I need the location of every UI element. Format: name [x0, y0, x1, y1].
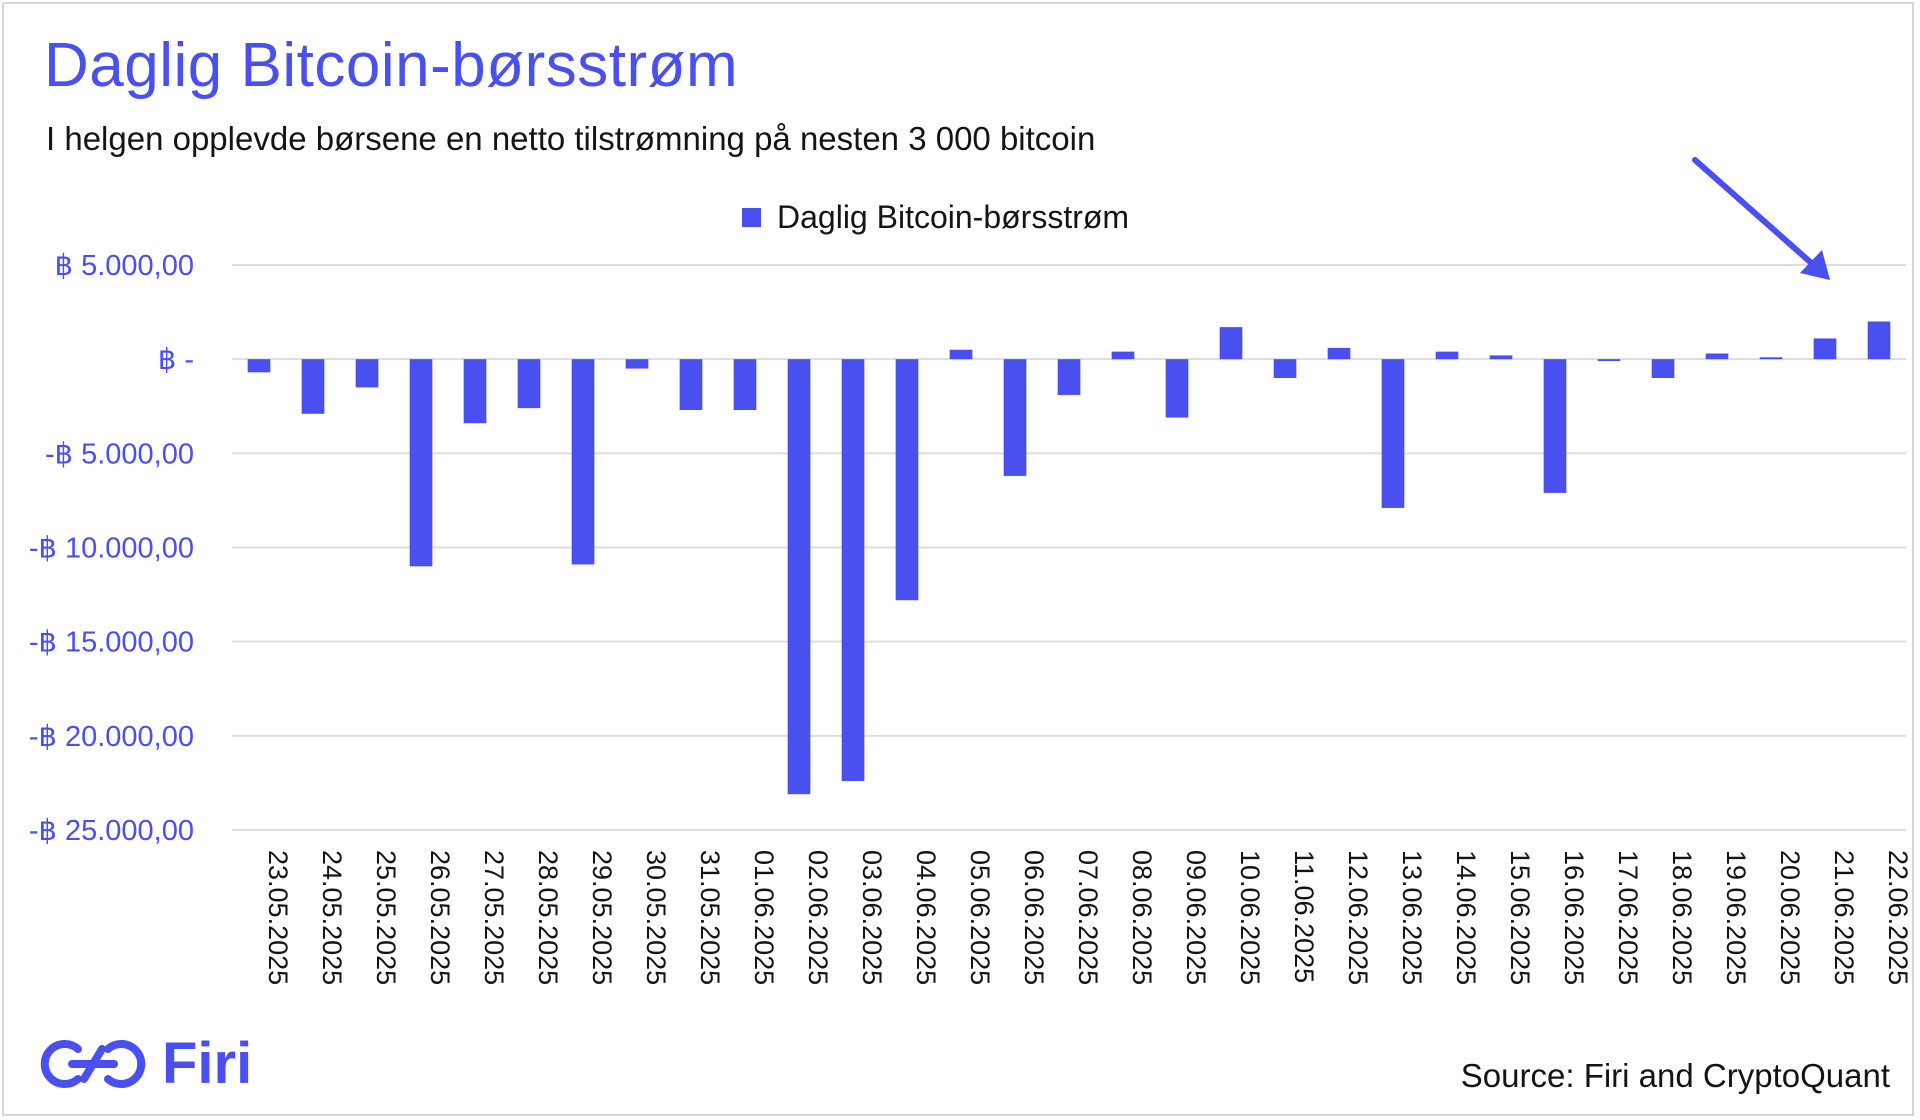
bar — [1057, 359, 1081, 395]
x-tick-label: 21.06.2025 — [1829, 850, 1859, 985]
y-tick-label: -฿ 10.000,00 — [29, 533, 194, 565]
bar — [355, 359, 379, 388]
bar — [841, 359, 865, 782]
x-tick-label: 13.06.2025 — [1397, 850, 1427, 985]
bar — [1165, 359, 1189, 418]
bar — [733, 359, 757, 411]
y-tick-label: -฿ 5.000,00 — [45, 438, 194, 470]
y-tick-label: -฿ 15.000,00 — [29, 627, 194, 659]
firi-logo-icon — [40, 1039, 146, 1088]
x-tick-label: 18.06.2025 — [1667, 850, 1697, 985]
bar — [301, 359, 325, 414]
annotation-arrow-head — [1800, 250, 1830, 280]
x-tick-label: 20.06.2025 — [1775, 850, 1805, 985]
bar — [1435, 351, 1459, 360]
bar — [1003, 359, 1027, 476]
x-tick-label: 17.06.2025 — [1613, 850, 1643, 985]
x-tick-label: 19.06.2025 — [1721, 850, 1751, 985]
x-tick-label: 24.05.2025 — [317, 850, 347, 985]
x-tick-label: 05.06.2025 — [965, 850, 995, 985]
bar — [1219, 327, 1243, 360]
bar — [1759, 357, 1783, 360]
y-tick-label: -฿ 25.000,00 — [29, 815, 194, 847]
legend: Daglig Bitcoin-børsstrøm — [742, 199, 1129, 236]
x-tick-label: 10.06.2025 — [1235, 850, 1265, 985]
bar — [571, 359, 595, 565]
x-tick-label: 07.06.2025 — [1073, 850, 1103, 985]
bar — [247, 359, 271, 373]
bar — [625, 359, 649, 369]
x-tick-label: 28.05.2025 — [533, 850, 563, 985]
x-tick-label: 09.06.2025 — [1181, 850, 1211, 985]
bar — [1651, 359, 1675, 378]
x-tick-label: 23.05.2025 — [263, 850, 293, 985]
bar — [1597, 359, 1621, 362]
chart-title: Daglig Bitcoin-børsstrøm — [44, 31, 739, 100]
x-tick-label: 25.05.2025 — [371, 850, 401, 985]
x-tick-label: 15.06.2025 — [1505, 850, 1535, 985]
bar — [1111, 351, 1135, 360]
firi-logo: Firi — [38, 1030, 252, 1097]
x-tick-label: 16.06.2025 — [1559, 850, 1589, 985]
bar — [1705, 353, 1729, 360]
x-tick-label: 30.05.2025 — [641, 850, 671, 985]
x-tick-label: 27.05.2025 — [479, 850, 509, 985]
bar — [1273, 359, 1297, 378]
x-tick-label: 22.06.2025 — [1883, 850, 1913, 985]
bar — [1327, 347, 1351, 360]
annotation-arrow-shaft — [1692, 157, 1820, 271]
x-tick-label: 08.06.2025 — [1127, 850, 1157, 985]
legend-swatch — [742, 208, 761, 227]
y-tick-label: ฿ 5.000,00 — [55, 250, 194, 282]
bar — [895, 359, 919, 601]
bar — [949, 349, 973, 360]
y-tick-label: ฿ - — [158, 344, 194, 376]
x-tick-label: 03.06.2025 — [857, 850, 887, 985]
x-tick-label: 31.05.2025 — [695, 850, 725, 985]
bar — [679, 359, 703, 411]
x-tick-label: 06.06.2025 — [1019, 850, 1049, 985]
bar — [1489, 355, 1513, 360]
legend-label: Daglig Bitcoin-børsstrøm — [777, 199, 1130, 235]
chart-subtitle: I helgen opplevde børsene en netto tilst… — [46, 120, 1096, 157]
x-tick-label: 01.06.2025 — [749, 850, 779, 985]
bar — [1543, 359, 1567, 493]
source-note: Source: Firi and CryptoQuant — [1460, 1057, 1890, 1094]
x-tick-label: 12.06.2025 — [1343, 850, 1373, 985]
bar — [409, 359, 433, 567]
x-tick-label: 29.05.2025 — [587, 850, 617, 985]
bar — [463, 359, 487, 424]
x-tick-label: 02.06.2025 — [803, 850, 833, 985]
bar — [787, 359, 811, 795]
bar — [1813, 338, 1837, 360]
x-tick-label: 26.05.2025 — [425, 850, 455, 985]
x-tick-label: 14.06.2025 — [1451, 850, 1481, 985]
y-tick-label: -฿ 20.000,00 — [29, 721, 194, 753]
bar — [1381, 359, 1405, 508]
logo-text: Firi — [162, 1031, 253, 1096]
x-tick-label: 11.06.2025 — [1289, 850, 1319, 983]
bar — [1867, 321, 1891, 360]
bar — [517, 359, 541, 409]
x-tick-label: 04.06.2025 — [911, 850, 941, 985]
